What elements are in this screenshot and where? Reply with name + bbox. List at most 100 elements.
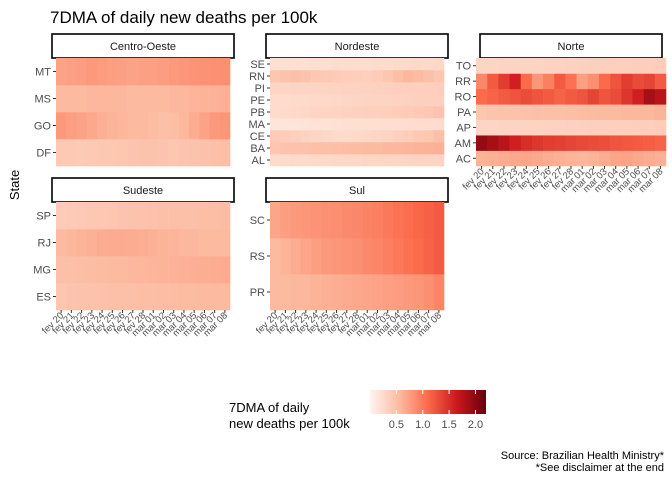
- y-tick-label-sp: SP: [36, 211, 51, 223]
- heat-cell-nordeste-pe-mar-05: [403, 94, 414, 107]
- y-tick-label-am: AM: [455, 138, 472, 150]
- heat-cell-nordeste-ce-mar-06: [413, 130, 424, 143]
- heat-cell-nordeste-pb-mar-02: [372, 106, 383, 119]
- heat-cell-norte-ro-mar-06: [632, 88, 644, 105]
- heat-cell-sul-sc-mar-08: [433, 202, 445, 239]
- heat-cell-nordeste-ma-fev-27: [341, 118, 353, 131]
- y-tick-label-to: TO: [456, 61, 472, 73]
- heat-cell-centro-oeste-ms-fev-27: [127, 85, 139, 113]
- heat-cell-norte-rr-fev-20: [476, 73, 488, 90]
- heat-cell-nordeste-ma-fev-28: [351, 118, 363, 131]
- heat-cell-norte-ac-fev-28: [565, 150, 577, 167]
- heat-cell-sudeste-sp-fev-23: [86, 202, 98, 230]
- heat-cell-nordeste-pi-mar-07: [423, 82, 435, 95]
- heat-cell-norte-to-fev-23: [509, 58, 522, 74]
- heat-cell-nordeste-ce-fev-21: [280, 130, 291, 143]
- heat-cell-norte-to-fev-27: [554, 58, 566, 74]
- heat-cell-norte-ap-fev-22: [498, 119, 510, 136]
- heat-cell-nordeste-ba-fev-20: [270, 142, 281, 155]
- heat-cell-nordeste-ce-fev-25: [321, 130, 332, 143]
- heat-cell-nordeste-ce-fev-26: [331, 130, 342, 143]
- heat-cell-sudeste-mg-fev-24: [96, 256, 108, 284]
- heat-cell-sudeste-es-fev-25: [107, 283, 118, 311]
- heat-cell-sul-pr-fev-22: [290, 274, 302, 311]
- strip-sudeste: [51, 177, 235, 203]
- heat-cell-centro-oeste-go-mar-01: [148, 112, 159, 140]
- heat-cell-sul-sc-fev-21: [280, 202, 291, 239]
- heat-cell-nordeste-pi-fev-25: [321, 82, 332, 95]
- heat-cell-centro-oeste-go-fev-27: [127, 112, 139, 140]
- heat-cell-norte-to-fev-21: [487, 58, 499, 74]
- heat-cell-nordeste-al-fev-20: [270, 154, 281, 167]
- heat-cell-sudeste-mg-mar-08: [219, 256, 231, 284]
- heat-cell-centro-oeste-mt-fev-23: [86, 58, 98, 86]
- heat-cell-nordeste-ce-fev-22: [290, 130, 302, 143]
- heat-cell-nordeste-al-fev-24: [310, 154, 322, 167]
- heat-cell-centro-oeste-ms-mar-02: [158, 85, 169, 113]
- heat-cell-nordeste-rn-fev-21: [280, 70, 291, 83]
- heat-cell-sudeste-es-fev-20: [56, 283, 67, 311]
- heat-cell-sudeste-sp-fev-27: [127, 202, 139, 230]
- heat-cell-nordeste-se-mar-07: [423, 58, 435, 71]
- heat-cell-centro-oeste-mt-fev-21: [66, 58, 77, 86]
- heat-cell-nordeste-al-mar-04: [392, 154, 404, 167]
- heat-cell-nordeste-ce-fev-23: [300, 130, 312, 143]
- heat-cell-nordeste-ba-mar-02: [372, 142, 383, 155]
- heat-cell-nordeste-ce-fev-20: [270, 130, 281, 143]
- heat-cell-nordeste-pb-mar-08: [433, 106, 445, 119]
- heat-cell-sudeste-mg-fev-20: [56, 256, 67, 284]
- heat-cell-norte-ro-mar-04: [610, 88, 622, 105]
- heat-cell-sudeste-mg-fev-28: [137, 256, 149, 284]
- heat-cell-sul-sc-fev-20: [270, 202, 281, 239]
- heat-cell-sudeste-sp-fev-25: [107, 202, 118, 230]
- heat-cell-sul-pr-fev-24: [310, 274, 322, 311]
- heat-cell-sudeste-rj-fev-27: [127, 229, 139, 257]
- heat-cell-nordeste-pe-mar-01: [362, 94, 373, 107]
- heat-cell-sul-sc-fev-23: [300, 202, 312, 239]
- heat-cell-nordeste-pi-mar-02: [372, 82, 383, 95]
- heat-cell-sul-sc-mar-02: [372, 202, 383, 239]
- heat-cell-norte-am-mar-08: [654, 135, 667, 151]
- heat-cell-sudeste-es-fev-24: [96, 283, 108, 311]
- heat-cell-sul-pr-mar-03: [382, 274, 394, 311]
- heat-cell-nordeste-se-mar-01: [362, 58, 373, 71]
- heat-cell-sudeste-es-fev-26: [117, 283, 128, 311]
- heat-cell-nordeste-rn-fev-24: [310, 70, 322, 83]
- heat-cell-sul-sc-mar-05: [403, 202, 414, 239]
- heat-cell-nordeste-se-mar-06: [413, 58, 424, 71]
- heat-cell-nordeste-ce-mar-05: [403, 130, 414, 143]
- heat-cell-nordeste-ba-fev-24: [310, 142, 322, 155]
- heat-cell-sudeste-mg-fev-26: [117, 256, 128, 284]
- heat-cell-sudeste-rj-fev-28: [137, 229, 149, 257]
- heat-cell-sudeste-sp-mar-06: [199, 202, 210, 230]
- heat-cell-norte-to-mar-08: [654, 58, 667, 74]
- caption-source: Source: Brazilian Health Ministry*: [501, 450, 665, 462]
- heat-cell-nordeste-se-mar-04: [392, 58, 404, 71]
- heat-cell-nordeste-al-fev-27: [341, 154, 353, 167]
- heat-cell-nordeste-pb-fev-26: [331, 106, 342, 119]
- heat-cell-centro-oeste-go-fev-23: [86, 112, 98, 140]
- heat-cell-nordeste-ba-mar-07: [423, 142, 435, 155]
- heat-cell-norte-pa-fev-21: [487, 104, 499, 121]
- heat-cell-centro-oeste-df-mar-03: [168, 139, 180, 167]
- heat-cell-nordeste-rn-mar-01: [362, 70, 373, 83]
- heat-cell-norte-rr-mar-02: [587, 73, 600, 90]
- heat-cell-norte-am-mar-04: [610, 135, 622, 151]
- heat-cell-nordeste-se-mar-02: [372, 58, 383, 71]
- heat-cell-centro-oeste-ms-fev-24: [96, 85, 108, 113]
- heat-cell-norte-to-fev-26: [543, 58, 555, 74]
- heat-cell-sudeste-mg-mar-02: [158, 256, 169, 284]
- heat-cell-nordeste-al-fev-28: [351, 154, 363, 167]
- heat-cell-nordeste-pb-mar-03: [382, 106, 394, 119]
- heat-cell-norte-am-fev-21: [487, 135, 499, 151]
- heat-cell-nordeste-se-fev-27: [341, 58, 353, 71]
- heat-cell-sudeste-rj-mar-02: [158, 229, 169, 257]
- heat-cell-centro-oeste-df-mar-06: [199, 139, 210, 167]
- heat-cell-centro-oeste-ms-mar-06: [199, 85, 210, 113]
- heat-cell-sudeste-es-mar-05: [189, 283, 200, 311]
- heat-cell-sul-pr-mar-06: [413, 274, 424, 311]
- heat-cell-nordeste-pi-mar-03: [382, 82, 394, 95]
- heat-cell-norte-am-fev-25: [531, 135, 544, 151]
- heat-cell-sul-rs-mar-03: [382, 238, 394, 275]
